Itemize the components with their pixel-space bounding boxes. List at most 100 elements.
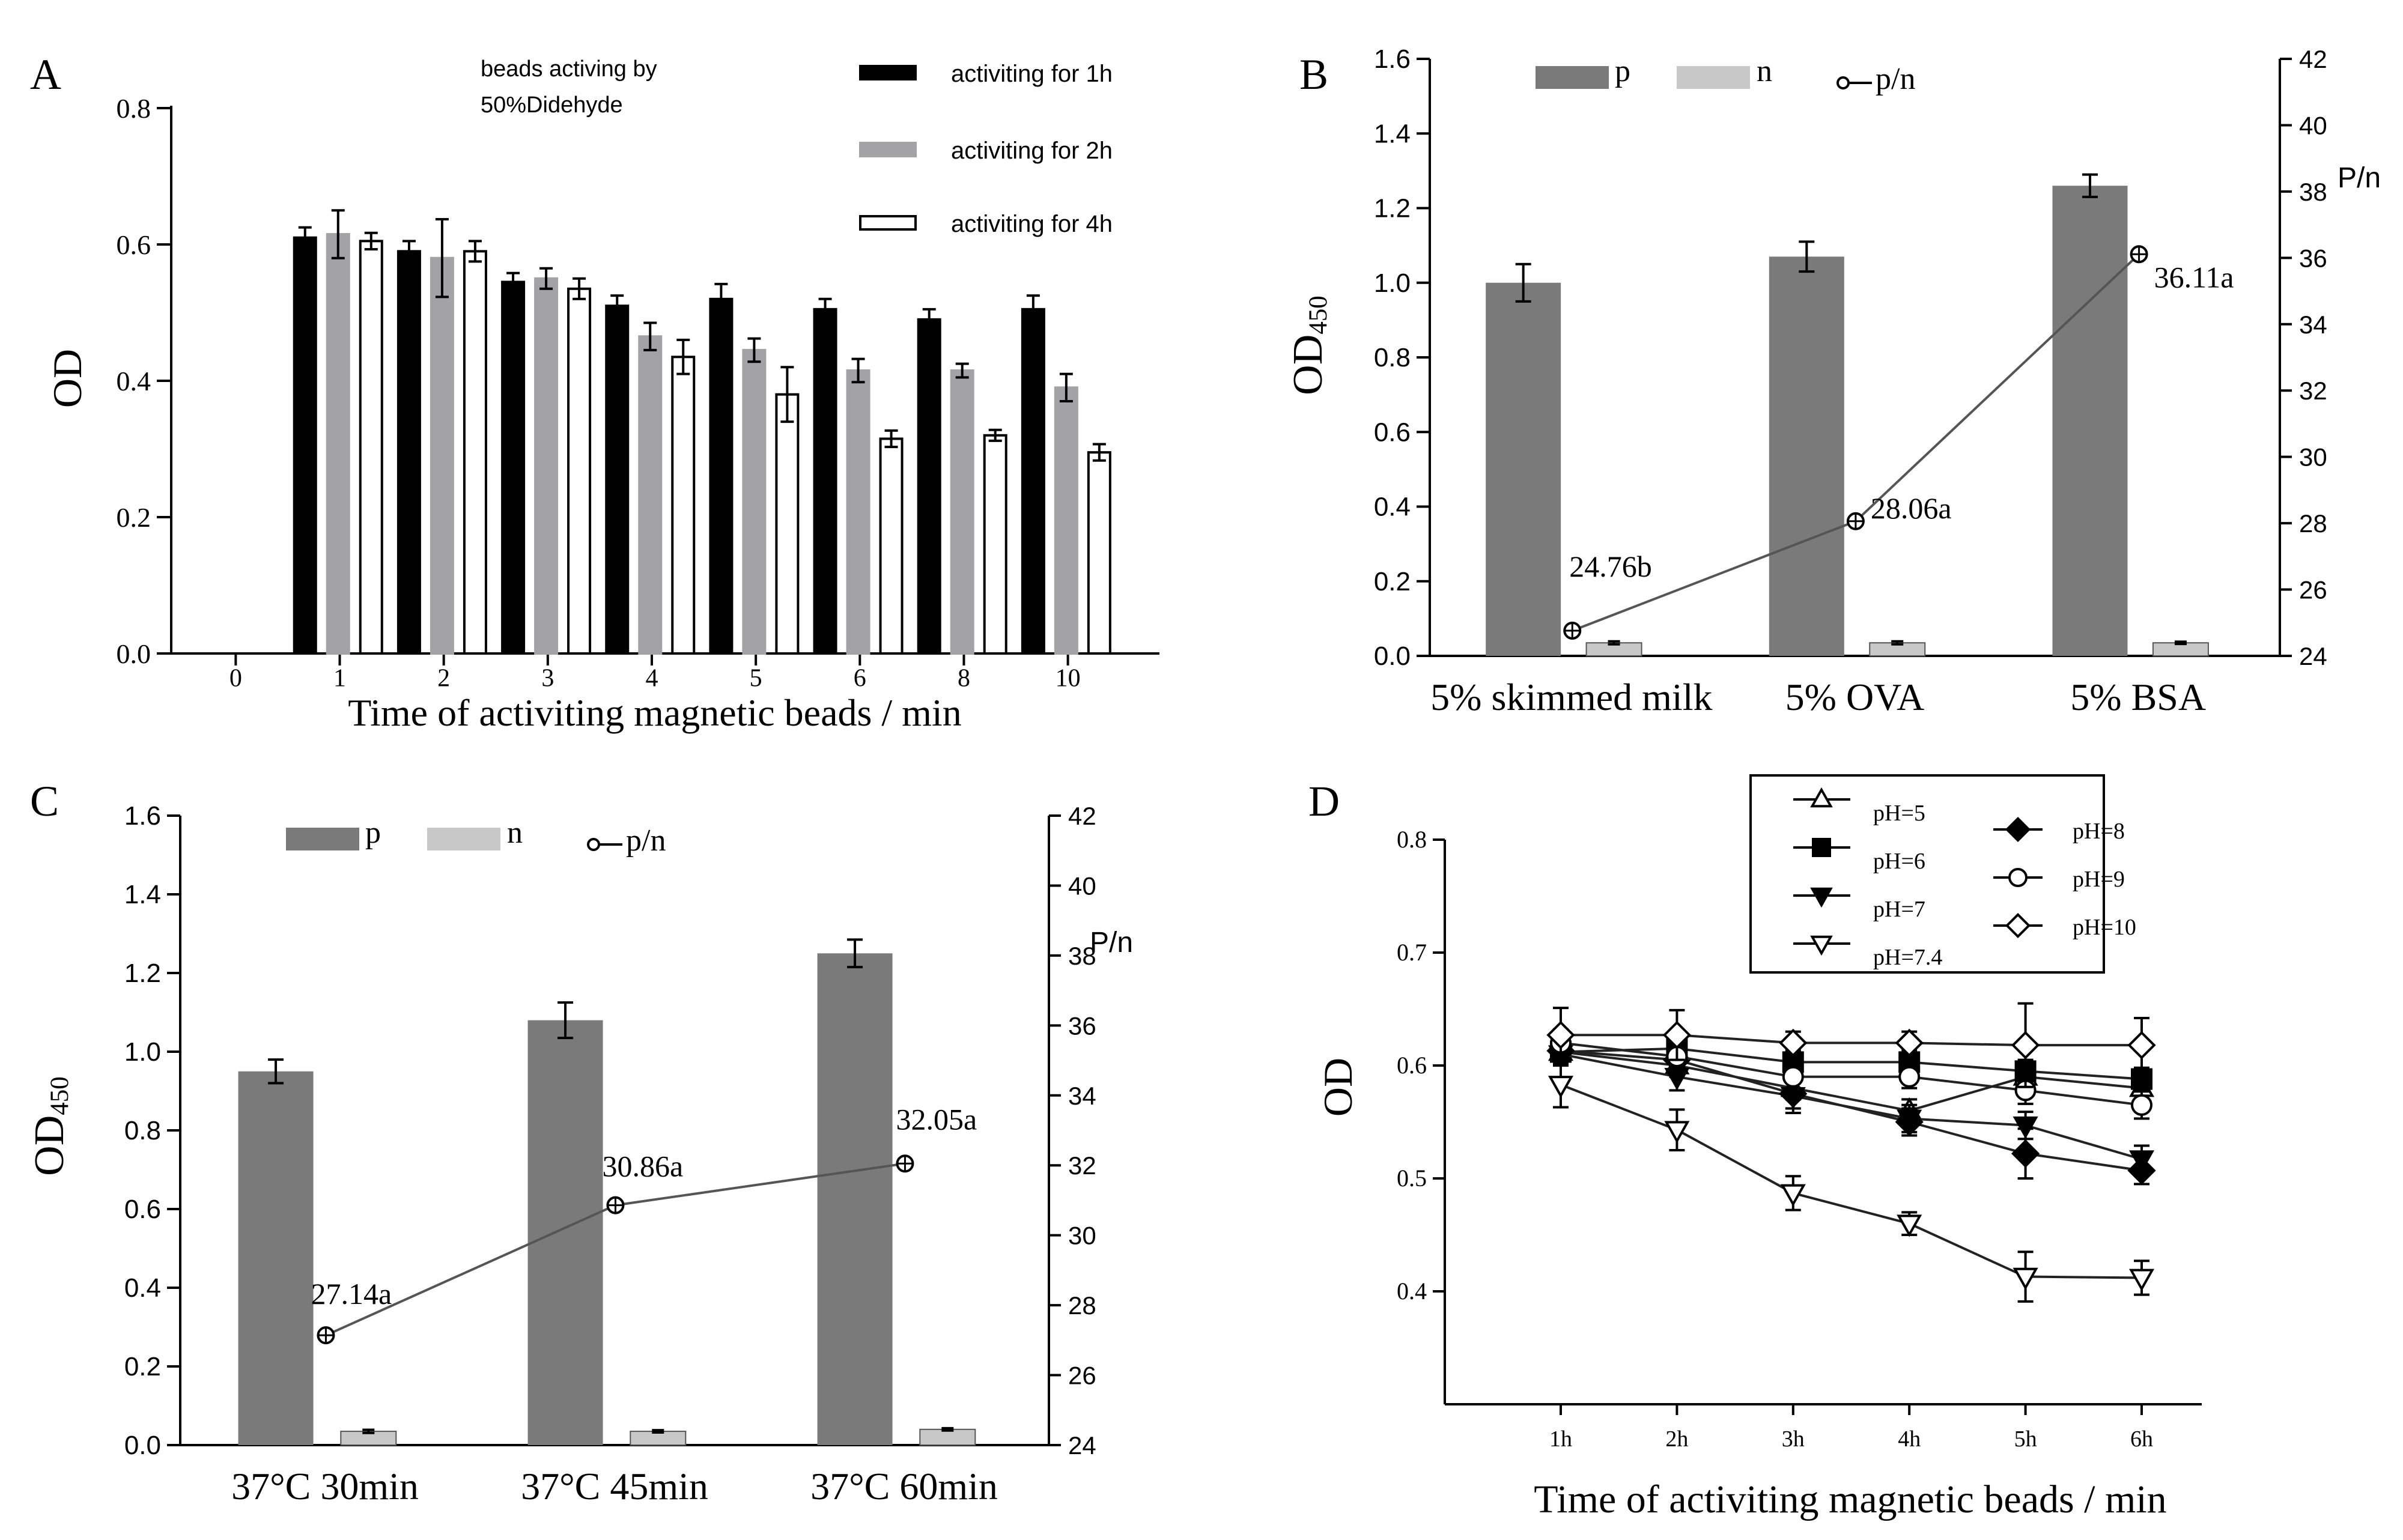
panel-c-legend-p: p xyxy=(365,816,381,850)
panel-d-series xyxy=(1548,1061,2155,1303)
panel-c-y2-tick-label: 24 xyxy=(1068,1431,1096,1460)
panel-a-letter: A xyxy=(30,50,61,99)
panel-a-error-bar xyxy=(818,297,832,321)
panel-a-y-tick-label: 0.6 xyxy=(117,229,151,260)
panel-d-letter: D xyxy=(1308,777,1340,825)
marker-shape xyxy=(2011,1031,2040,1060)
panel-a-error-bar xyxy=(851,357,865,384)
panel-a-bar xyxy=(605,305,630,655)
panel-d-x-tick-label: 6h xyxy=(2130,1426,2153,1452)
panel-c-y2-tick-label: 28 xyxy=(1068,1291,1096,1320)
panel-b-y2-tick-label: 26 xyxy=(2299,576,2327,604)
panel-a-note-line-1: beads activing by xyxy=(481,56,657,82)
panel-b-y-tick-label: 1.2 xyxy=(1374,194,1411,223)
panel-b-y-tick-label: 0.2 xyxy=(1374,567,1411,596)
panel-a-legend-swatch xyxy=(859,142,917,157)
panel-c-y2-tick-label: 36 xyxy=(1068,1011,1096,1040)
panel-c-legend-marker-pn xyxy=(587,838,600,851)
panel-d-point xyxy=(1780,1184,1806,1207)
panel-d-legend-label: pH=7 xyxy=(1873,897,1925,922)
panel-a-bar xyxy=(326,232,350,655)
panel-b-pn-point xyxy=(2130,245,2148,264)
panel-a-error-bar xyxy=(747,337,761,363)
panel-b-y2-tick-label: 36 xyxy=(2299,244,2327,272)
panel-d-x-label: Time of activiting magnetic beads / min xyxy=(1534,1478,2166,1521)
panel-b-y2-tick-label: 34 xyxy=(2299,311,2327,339)
panel-a-x-tick-label: 4 xyxy=(645,665,658,693)
panel-d-legend-marker xyxy=(1810,887,1833,908)
panel-c-pn-point xyxy=(606,1196,625,1214)
panel-c-y2-tick-label: 38 xyxy=(1068,942,1096,970)
panel-b-y2-tick-label: 38 xyxy=(2299,178,2327,206)
panel-c-y2-tick-label: 30 xyxy=(1068,1222,1096,1250)
panel-a-bar xyxy=(879,437,904,655)
panel-d-series-line xyxy=(1560,1084,2142,1279)
panel-b-legend-n: n xyxy=(1757,54,1772,88)
panel-c-y-tick-label: 0.0 xyxy=(124,1431,161,1460)
panel-a-bar xyxy=(430,256,454,655)
panel-a-bar xyxy=(463,250,487,655)
panel-c-y2-tick-label: 42 xyxy=(1068,802,1096,830)
panel-c-bar-n xyxy=(919,1428,976,1446)
panel-a-bar xyxy=(359,240,383,655)
panel-d-y-tick-label: 0.6 xyxy=(1397,1052,1427,1079)
panel-c-legend-swatch-n xyxy=(427,828,500,850)
panel-a-bar xyxy=(534,277,559,655)
panel-d-x-tick-label: 5h xyxy=(2014,1426,2037,1452)
panel-c-y-tick-label: 0.2 xyxy=(124,1352,161,1381)
panel-b-y-tick-label: 1.4 xyxy=(1374,119,1411,148)
panel-c-y2-tick-label: 34 xyxy=(1068,1082,1096,1110)
panel-c-y-tick-label: 1.2 xyxy=(124,959,161,988)
panel-a-x-tick-label: 8 xyxy=(958,665,970,693)
panel-d-legend-label: pH=7.4 xyxy=(1873,945,1942,970)
panel-c-legend-swatch-p xyxy=(286,828,359,850)
marker-shape xyxy=(2005,816,2031,843)
panel-a-bar xyxy=(671,356,696,655)
panel-a-bar xyxy=(709,297,734,655)
panel-b-y2-label: P/n xyxy=(2338,162,2381,194)
panel-a-y-tick-label: 0.4 xyxy=(117,366,151,396)
marker-shape xyxy=(1812,838,1831,857)
panel-a-legend-label: activiting for 2h xyxy=(951,138,1113,164)
panel-b-pn-point xyxy=(1563,622,1582,640)
panel-a-error-bar xyxy=(955,362,969,379)
panel-c-y-tick-label: 0.4 xyxy=(124,1273,161,1303)
panel-a-bar xyxy=(1054,386,1078,655)
panel-a-bar xyxy=(742,348,767,655)
panel-d-point xyxy=(2128,1269,2155,1291)
marker-shape xyxy=(2011,1139,2040,1168)
panel-d-point xyxy=(2127,1031,2156,1060)
panel-d-legend-label: pH=6 xyxy=(1873,849,1925,874)
panel-d-point xyxy=(1548,1076,1574,1099)
panel-b-pn-label: 28.06a xyxy=(1871,491,1952,525)
panel-b-y-tick-label: 0.6 xyxy=(1374,417,1411,447)
panel-b-y-tick-label: 1.0 xyxy=(1374,268,1411,298)
marker-shape xyxy=(2013,1116,2038,1139)
panel-d-point xyxy=(2127,1156,2156,1185)
panel-b-bar-p xyxy=(1486,282,1561,656)
panel-a-x-label: Time of activiting magnetic beads / min xyxy=(348,691,961,734)
panel-a-error-bar xyxy=(714,282,728,315)
panel-c-error-bar xyxy=(941,1426,954,1432)
panel-c-y2-tick-label: 32 xyxy=(1068,1151,1096,1180)
panel-d-y-label: OD xyxy=(1315,1058,1361,1117)
panel-a-x-tick-label: 2 xyxy=(437,665,450,693)
panel-c-letter: C xyxy=(30,777,59,825)
panel-b-y2-tick-label: 42 xyxy=(2299,45,2327,73)
panel-d-x-tick-label: 1h xyxy=(1549,1426,1572,1452)
panel-c-pn-label: 27.14a xyxy=(311,1277,392,1311)
panel-a-bar xyxy=(950,369,974,655)
panel-d-point xyxy=(1664,1121,1690,1144)
panel-c-pn-label: 32.05a xyxy=(896,1102,977,1136)
panel-c-legend-n: n xyxy=(507,816,523,850)
panel-b-letter: B xyxy=(1299,50,1328,99)
panel-a-x-tick-label: 3 xyxy=(541,665,554,693)
panel-d-series-line xyxy=(1561,1034,2142,1047)
panel-a-error-bar xyxy=(539,267,553,290)
panel-c-pn-point xyxy=(896,1154,914,1173)
marker-shape xyxy=(1779,1079,1808,1108)
panel-c-legend-pn: p/n xyxy=(626,823,666,858)
panel-d-series-line xyxy=(1560,1049,2142,1172)
marker-shape xyxy=(1779,1028,1808,1058)
panel-c-y-tick-label: 1.6 xyxy=(124,801,161,831)
